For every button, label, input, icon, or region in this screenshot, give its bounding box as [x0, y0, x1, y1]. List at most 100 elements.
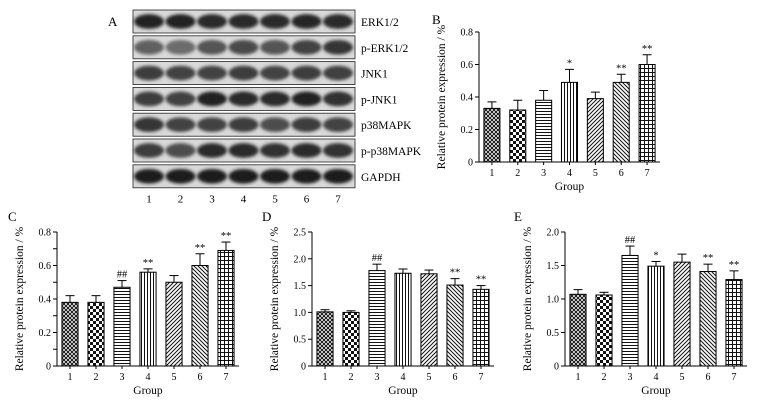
- blot-band: [228, 143, 259, 158]
- bar: [420, 273, 438, 367]
- bar: [595, 294, 613, 367]
- blot-band: [197, 91, 227, 107]
- x-tick-label: 4: [146, 372, 151, 383]
- bar: [699, 271, 717, 367]
- blot-band: [197, 65, 227, 81]
- y-tick-label: 2.0: [294, 254, 307, 265]
- blot-band: [260, 168, 290, 184]
- blot-band: [197, 143, 227, 158]
- western-blot: ERK1/2 p-ERK1/2 JNK1 p-JNK1 p38MAPK p-p38MAPK…: [132, 9, 422, 206]
- significance-label: **: [729, 260, 740, 271]
- x-tick-label: 3: [120, 372, 125, 383]
- x-tick-label: 7: [732, 372, 737, 383]
- x-axis-title: Group: [641, 385, 671, 397]
- bar: [165, 281, 183, 367]
- x-tick-label: 2: [94, 372, 99, 383]
- y-axis-title: Relative protein expression / %: [522, 226, 534, 371]
- panel-label-a: A: [108, 14, 118, 29]
- blot-band: [228, 14, 259, 29]
- blot-band: [323, 143, 353, 158]
- bar: [483, 107, 501, 163]
- blot-lane-label: 7: [335, 194, 341, 206]
- x-tick-label: 1: [68, 372, 73, 383]
- significance-label: *: [567, 58, 572, 69]
- x-tick-label: 4: [654, 372, 659, 383]
- blot-band: [291, 39, 322, 55]
- blot-band: [165, 143, 196, 158]
- blot-band: [323, 14, 353, 29]
- bar: [472, 288, 490, 367]
- y-tick-label: 1.5: [294, 281, 307, 292]
- blot-band: [165, 117, 196, 133]
- chart-panel-b: 0 0.2 0.4 0.6 0.8 1 2 3 * 4 5 ** 6 ** 7 Group Relative p…: [436, 24, 660, 193]
- x-tick-label: 6: [619, 168, 624, 179]
- bar: [535, 99, 553, 163]
- y-tick-label: 0: [301, 362, 306, 373]
- blot-lane-label: 6: [304, 194, 310, 206]
- x-tick-label: 7: [479, 372, 484, 383]
- y-tick-label: 0.5: [547, 328, 560, 339]
- x-tick-label: 5: [172, 372, 177, 383]
- bar: [509, 109, 527, 163]
- x-tick-label: 1: [489, 168, 494, 179]
- y-tick-label: 0.6: [39, 261, 52, 272]
- bar: [647, 265, 665, 367]
- blot-band: [134, 168, 164, 184]
- blot-row-label: GAPDH: [361, 172, 401, 184]
- blot-band: [323, 65, 353, 81]
- x-axis-title: Group: [133, 385, 163, 397]
- blot-band: [134, 117, 164, 133]
- y-tick-label: 2.5: [294, 228, 307, 239]
- y-tick-label: 1.0: [547, 295, 560, 306]
- bar: [446, 284, 464, 367]
- significance-label: *: [653, 250, 658, 261]
- y-tick-label: 1.5: [547, 261, 560, 272]
- bar: [87, 301, 105, 367]
- x-tick-label: 2: [515, 168, 520, 179]
- y-axis-title: Relative protein expression / %: [269, 226, 281, 371]
- x-axis-title: Group: [555, 181, 585, 193]
- blot-band: [165, 39, 196, 55]
- blot-band: [134, 65, 164, 81]
- x-tick-label: 3: [628, 372, 633, 383]
- x-tick-label: 4: [567, 168, 572, 179]
- blot-band: [197, 14, 227, 29]
- y-tick-label: 0.8: [39, 228, 52, 239]
- blot-band: [197, 117, 227, 133]
- significance-label: **: [450, 268, 461, 279]
- blot-row-label: p-p38MAPK: [361, 146, 422, 158]
- y-axis-title: Relative protein expression / %: [436, 24, 448, 169]
- blot-band: [260, 39, 290, 55]
- y-tick-label: 0.4: [39, 295, 52, 306]
- blot-row-label: p-JNK1: [361, 94, 398, 106]
- blot-row-label: JNK1: [361, 69, 388, 81]
- significance-label: ##: [625, 235, 636, 246]
- y-tick-label: 0.4: [461, 93, 474, 104]
- blot-band: [228, 168, 259, 184]
- x-tick-label: 1: [576, 372, 581, 383]
- significance-label: **: [703, 253, 714, 264]
- blot-band: [260, 117, 290, 133]
- blot-band: [134, 14, 164, 29]
- bar: [316, 311, 334, 367]
- blot-band: [134, 143, 164, 158]
- bar: [139, 271, 157, 367]
- x-tick-label: 7: [224, 372, 229, 383]
- panel-label-d: D: [262, 209, 271, 224]
- x-tick-label: 6: [453, 372, 458, 383]
- blot-band: [228, 65, 259, 81]
- bar: [61, 301, 79, 367]
- bar: [560, 81, 579, 163]
- chart-panel-e: 0 0.5 1.0 1.5 2.0 1 2 ## 3 * 4 5 ** 6 ** 7 Group Relative…: [522, 226, 747, 397]
- significance-label: ##: [117, 270, 128, 281]
- blot-band: [165, 168, 196, 184]
- blot-band: [260, 91, 290, 107]
- y-axis-title: Relative protein expression / %: [14, 226, 26, 371]
- bar: [673, 261, 691, 367]
- x-tick-label: 7: [645, 168, 650, 179]
- blot-row-label: p38MAPK: [361, 120, 412, 132]
- x-tick-label: 5: [593, 168, 598, 179]
- significance-label: **: [195, 243, 206, 254]
- blot-band: [228, 91, 259, 107]
- blot-lane-label: 4: [241, 194, 247, 206]
